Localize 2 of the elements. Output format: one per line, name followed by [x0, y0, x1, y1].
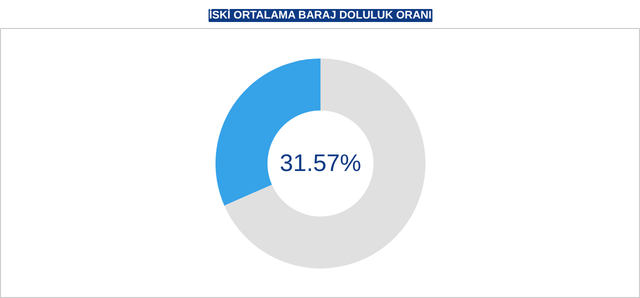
data-label: 31.57%	[280, 150, 362, 177]
chart-title: İSKİ ORTALAMA BARAJ DOLULUK ORANI	[209, 8, 432, 22]
